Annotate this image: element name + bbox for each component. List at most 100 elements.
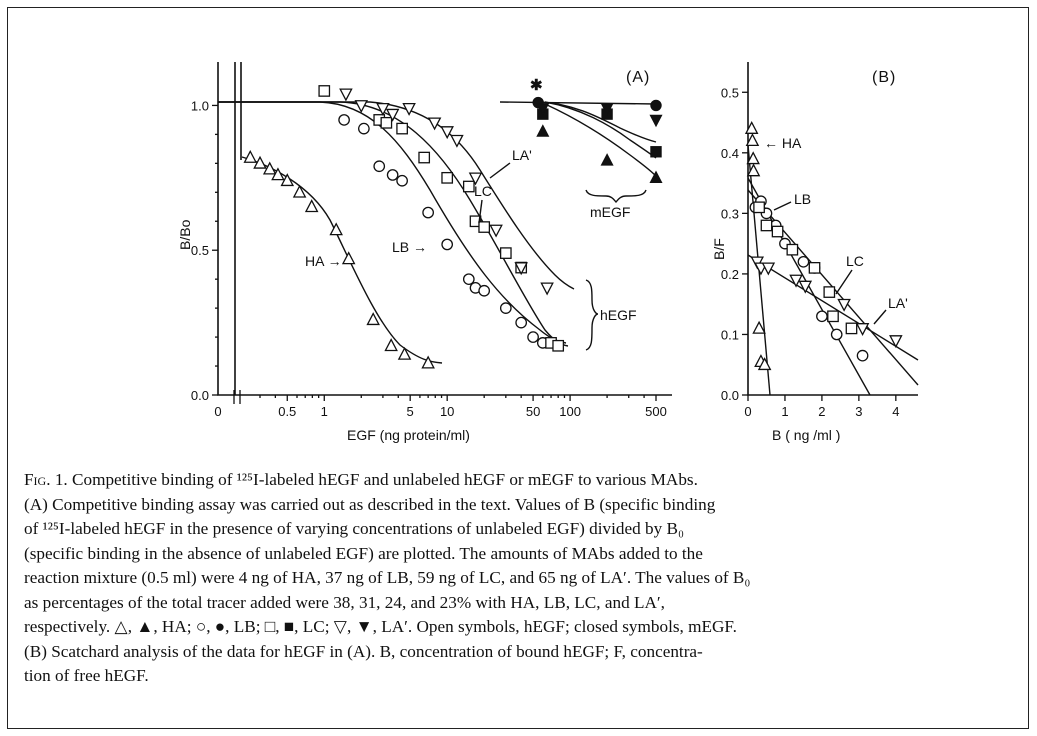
panel-a-point-lb-hegf: [462, 273, 475, 286]
caption-line-7: (B) Scatchard analysis of the data for h…: [24, 641, 703, 661]
panel-b-point-ha: [745, 133, 760, 147]
panel-a-point-lb-hegf: [499, 302, 512, 314]
panel-a-point-lc-hegf: [380, 116, 393, 129]
panel-a-point-lc-hegf: [441, 171, 454, 184]
panel-a-point-lap-hegf: [440, 126, 454, 140]
caption-fig-label: Fig. 1.: [24, 470, 68, 489]
annot-lc-b: LC: [846, 253, 864, 269]
panel-a-point-ha-hegf: [304, 199, 319, 213]
panel-b-point-lap: [837, 298, 851, 312]
panel-a-point-ha-hegf: [271, 167, 285, 181]
hegf-brace: [585, 279, 599, 351]
panel-a-point-lc-hegf: [478, 221, 491, 233]
panel-b-xtick-label: 0: [744, 404, 751, 419]
panel-b-xtick-label: 3: [855, 404, 862, 419]
panel-b-marks: [744, 120, 903, 371]
panel-a-point-lc-hegf: [318, 85, 331, 97]
panel-a-point-lb-hegf: [527, 331, 539, 343]
annot-lb-b: LB: [794, 191, 811, 207]
panel-a-point-lc-hegf: [499, 247, 512, 259]
panel-a-point-ha-hegf: [366, 312, 380, 326]
panel-a-point-lb-megf: [650, 99, 662, 112]
panel-a-ytick-label: 1.0: [191, 98, 209, 113]
caption-line-3: (specific binding in the absence of unla…: [24, 543, 703, 563]
panel-b-point-lc: [827, 310, 839, 323]
panel-a-point-lap-hegf: [376, 102, 390, 116]
panel-a-point-lc-hegf: [552, 339, 565, 352]
panel-a-xlabel: EGF (ng protein/ml): [347, 427, 470, 443]
panel-a-point-ha-hegf: [243, 149, 258, 163]
panel-b-xtick-label: 2: [818, 404, 825, 419]
panel-b-point-lap: [889, 335, 903, 349]
panel-a-point-lap-hegf: [427, 117, 442, 131]
panel-b-point-ha: [746, 151, 760, 165]
panel-a-point-lb-hegf: [386, 169, 399, 181]
panel-a-point-lap-hegf: [402, 102, 416, 116]
panel-a-point-lb-hegf: [478, 284, 491, 297]
annot-lb: LB →: [392, 239, 427, 255]
panel-a-marks: [243, 85, 663, 369]
annot-ha: HA →: [305, 253, 342, 269]
panel-b-ticks: 0 1 2 3 4 0.0 0.1 0.2 0.3 0.4 0.5: [721, 85, 900, 419]
panel-b-point-ha: [752, 320, 766, 334]
panel-a-point-lc-megf: [650, 146, 662, 158]
panel-a-ytick-label: 0.0: [191, 388, 209, 403]
panel-a-xtick-label: 100: [559, 404, 581, 419]
panel-a-point-lc-hegf: [418, 151, 431, 164]
panel-a-ytick-label: 0.5: [191, 243, 209, 258]
panel-a-point-lap-megf: [600, 103, 614, 116]
annot-la: LA': [512, 147, 532, 163]
panel-b-xlabel: B ( ng /ml ): [772, 427, 840, 443]
annot-lc: LC: [474, 183, 492, 199]
panel-a-point-lc-hegf: [462, 180, 475, 193]
panel-b-point-lc: [786, 243, 799, 256]
panel-b-point-lap: [798, 280, 813, 294]
annot-megf: mEGF: [590, 204, 630, 220]
panel-a-point-lap-hegf: [354, 100, 369, 114]
panel-a-point-ha-hegf: [292, 184, 307, 198]
panel-a-point-ha-hegf: [421, 355, 435, 369]
panel-a-xtick-label: 500: [645, 404, 667, 419]
annot-ha-b: ← HA: [764, 135, 802, 151]
panel-a-xtick-label: 1: [321, 404, 328, 419]
panel-a-point-lb-hegf: [515, 316, 528, 329]
annot-lc-arrow: [478, 199, 483, 224]
panel-a-point-ha-hegf: [341, 251, 356, 265]
panel-b-label: (B): [872, 69, 896, 86]
panel-a-point-lap-hegf: [450, 134, 464, 148]
annot-hegf: hEGF: [600, 307, 637, 323]
panel-b-point-ha: [744, 120, 759, 134]
panel-b-point-lc: [808, 262, 821, 274]
panel-a-point-lap-hegf: [339, 88, 353, 102]
annot-la-arrow: [489, 162, 511, 179]
panel-b-ytick-label: 0.0: [721, 388, 739, 403]
panel-a-point-lb-hegf: [396, 174, 408, 187]
panel-a-ylabel: B/Bo: [177, 219, 193, 250]
panel-b-point-ha: [757, 357, 772, 371]
panel-a-point-lb-hegf: [358, 122, 370, 135]
panel-a-xtick-label: 0: [214, 404, 221, 419]
panel-a-point-ha-megf: [600, 153, 614, 166]
panel-a-point-lc-hegf: [396, 122, 408, 135]
panel-a-point-lap-hegf: [385, 108, 400, 122]
panel-b-ytick-label: 0.2: [721, 267, 739, 282]
panel-a-point-ha-hegf: [329, 222, 343, 236]
megf-brace: [585, 189, 647, 203]
panel-b-xtick-label: 1: [781, 404, 788, 419]
panel-b-curves: [747, 144, 919, 396]
panel-b-point-lc: [823, 286, 836, 298]
annot-la-b-arrow: [873, 309, 887, 325]
panel-a-xtick-label: 5: [407, 404, 414, 419]
panel-b-point-lap: [761, 262, 776, 276]
panel-a-point-ha-hegf: [384, 338, 398, 352]
panel-a-point-ha-hegf: [253, 155, 267, 169]
panel-b-ytick-label: 0.5: [721, 85, 739, 100]
panel-b-point-lap: [855, 323, 870, 337]
panel-a-point-lap-hegf: [489, 224, 503, 238]
panel-a-point-lap-hegf: [468, 172, 483, 186]
panel-a-xtick-label: 0.5: [278, 404, 296, 419]
panel-a-curves: [218, 101, 657, 364]
panel-a-point-lb-hegf: [338, 114, 350, 126]
annot-lc-b-arrow: [835, 269, 853, 295]
caption-line-0: Fig. 1. Competitive binding of ¹²⁵I-labe…: [24, 470, 698, 489]
